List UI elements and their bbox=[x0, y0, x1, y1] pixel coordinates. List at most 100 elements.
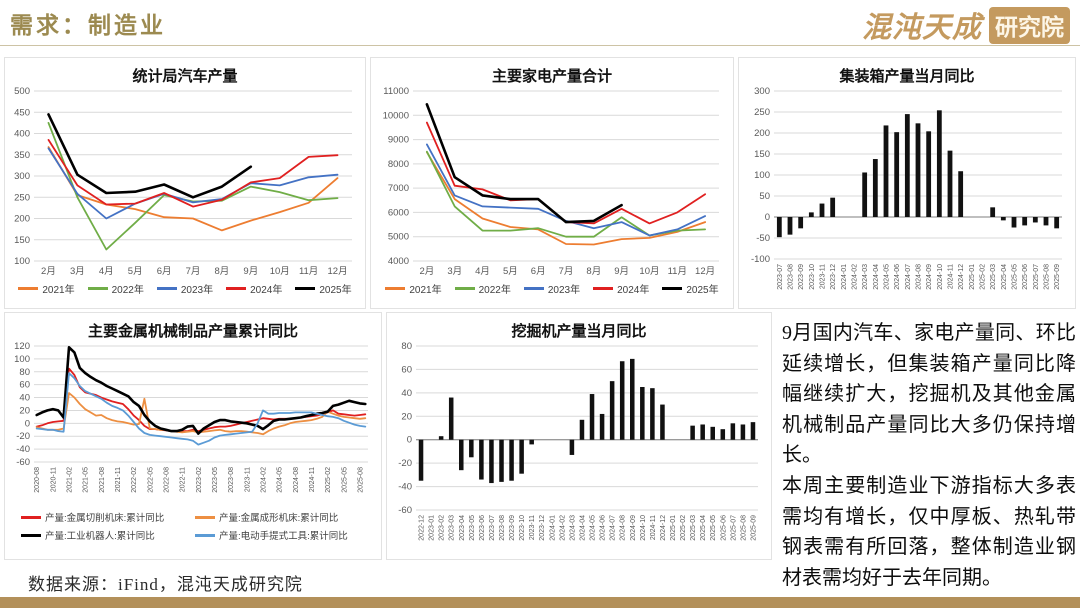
svg-text:2024-03: 2024-03 bbox=[862, 264, 869, 290]
svg-text:12月: 12月 bbox=[695, 266, 715, 277]
svg-text:200: 200 bbox=[14, 214, 30, 225]
svg-text:10月: 10月 bbox=[270, 266, 290, 277]
svg-text:12月: 12月 bbox=[328, 266, 348, 277]
svg-text:6000: 6000 bbox=[388, 207, 409, 218]
auto-production-chart-canvas: 100 150 200 250 300 350 400 450 500 2月 3月 4月 5月 6月 7月 8… bbox=[14, 86, 352, 277]
svg-text:2024-05: 2024-05 bbox=[884, 264, 891, 290]
svg-text:8月: 8月 bbox=[586, 266, 601, 277]
svg-text:40: 40 bbox=[401, 388, 412, 399]
svg-text:2023-11: 2023-11 bbox=[244, 467, 251, 492]
page-title: 需求：制造业 bbox=[10, 13, 166, 38]
legend-swatch bbox=[195, 515, 215, 519]
svg-text:2025-07: 2025-07 bbox=[730, 515, 737, 541]
svg-text:2025-08: 2025-08 bbox=[1044, 264, 1051, 290]
svg-text:-40: -40 bbox=[398, 482, 412, 493]
svg-text:2023-07: 2023-07 bbox=[489, 515, 496, 541]
svg-text:100: 100 bbox=[14, 256, 30, 267]
svg-text:2023-02: 2023-02 bbox=[196, 467, 203, 493]
legend-label: 2022年 bbox=[478, 285, 511, 296]
legend-swatch bbox=[21, 515, 41, 519]
svg-text:2024-02: 2024-02 bbox=[260, 467, 267, 493]
svg-text:2024-05: 2024-05 bbox=[590, 515, 597, 541]
svg-text:200: 200 bbox=[754, 128, 770, 139]
chart-panel-appliance-production: 主要家电产量合计 4000 5000 6000 7000 8000 9000 10000 11… bbox=[370, 57, 734, 309]
svg-text:8000: 8000 bbox=[388, 159, 409, 170]
svg-text:2023-12: 2023-12 bbox=[539, 515, 546, 541]
chart-panel-auto-production: 统计局汽车产量 100 150 200 250 300 350 400 450 500 2月 3月 4… bbox=[4, 57, 366, 309]
svg-text:2022-08: 2022-08 bbox=[163, 467, 170, 493]
legend-item: 产量:金属成形机床:累计同比 bbox=[195, 510, 338, 524]
svg-text:2023-08: 2023-08 bbox=[788, 264, 795, 290]
legend-item: 2022年 bbox=[454, 281, 511, 296]
svg-text:2025-03: 2025-03 bbox=[690, 515, 697, 541]
svg-text:2023-07: 2023-07 bbox=[777, 264, 784, 290]
svg-text:2022-11: 2022-11 bbox=[180, 467, 187, 492]
commentary-paragraph: 本周主要制造业下游指标大多表需均有增长，仅中厚板、热轧带钢表需有所回落，整体制造… bbox=[782, 474, 1076, 589]
svg-text:50: 50 bbox=[759, 191, 770, 202]
legend-label: 2023年 bbox=[180, 285, 214, 296]
company-logo: 混沌天成 研究院 bbox=[862, 4, 1070, 46]
svg-text:11月: 11月 bbox=[299, 266, 318, 277]
legend-item: 2025年 bbox=[295, 281, 352, 296]
legend-item: 2023年 bbox=[156, 281, 214, 296]
legend-label: 产量:电动手提式工具:累计同比 bbox=[219, 531, 348, 542]
footer-gold-bar bbox=[0, 597, 1080, 608]
svg-text:-100: -100 bbox=[751, 254, 770, 265]
svg-text:2025-05: 2025-05 bbox=[1012, 264, 1019, 290]
legend-label: 产量:金属切削机床:累计同比 bbox=[45, 513, 165, 524]
svg-text:2024-10: 2024-10 bbox=[640, 515, 647, 541]
svg-text:2023-09: 2023-09 bbox=[509, 515, 516, 541]
svg-text:0: 0 bbox=[25, 418, 30, 429]
svg-text:2024-10: 2024-10 bbox=[937, 264, 944, 290]
svg-text:20: 20 bbox=[19, 405, 30, 416]
legend-item: 2024年 bbox=[593, 281, 649, 296]
legend-swatch bbox=[87, 287, 108, 290]
svg-text:2024-02: 2024-02 bbox=[559, 515, 566, 541]
logo-text: 混沌天成 bbox=[861, 12, 982, 44]
legend-swatch bbox=[18, 287, 39, 290]
svg-text:2024-04: 2024-04 bbox=[579, 515, 586, 541]
commentary-paragraph: 9月国内汽车、家电产量同、环比延续增长，但集装箱产量同比降幅继续扩大，挖掘机及其… bbox=[782, 322, 1076, 467]
svg-text:2023-11: 2023-11 bbox=[820, 264, 827, 289]
legend-swatch bbox=[385, 287, 406, 290]
chart-panel-excavator-yoy: 挖掘机产量当月同比 -60 -40 -20 0 20 40 60 80 2022-12 2023-… bbox=[386, 312, 772, 560]
chart-legend: 2021年 2022年 2023年 2024年 2025年 bbox=[371, 281, 733, 296]
svg-text:2024-07: 2024-07 bbox=[610, 515, 617, 541]
svg-text:2025-03: 2025-03 bbox=[990, 264, 997, 290]
svg-text:-60: -60 bbox=[398, 505, 412, 516]
svg-text:2023-08: 2023-08 bbox=[499, 515, 506, 541]
svg-text:2023-04: 2023-04 bbox=[459, 515, 466, 541]
svg-text:2025-09: 2025-09 bbox=[1054, 264, 1061, 290]
svg-text:350: 350 bbox=[14, 150, 30, 161]
logo-badge: 研究院 bbox=[989, 6, 1070, 44]
svg-text:0: 0 bbox=[407, 435, 412, 446]
svg-text:2022-12: 2022-12 bbox=[419, 515, 426, 541]
svg-text:2025-09: 2025-09 bbox=[750, 515, 757, 541]
svg-text:2024-07: 2024-07 bbox=[905, 264, 912, 290]
legend-label: 2023年 bbox=[547, 285, 581, 296]
svg-text:2024-09: 2024-09 bbox=[926, 264, 933, 290]
svg-text:2023-08: 2023-08 bbox=[228, 467, 235, 493]
svg-text:120: 120 bbox=[14, 341, 30, 352]
svg-text:2023-02: 2023-02 bbox=[439, 515, 446, 541]
svg-text:2023-01: 2023-01 bbox=[429, 515, 436, 541]
legend-label: 2021年 bbox=[42, 285, 75, 296]
svg-text:7000: 7000 bbox=[388, 183, 409, 194]
svg-text:2023-11: 2023-11 bbox=[529, 515, 536, 540]
svg-text:2024-08: 2024-08 bbox=[620, 515, 627, 541]
svg-text:100: 100 bbox=[754, 170, 770, 181]
svg-text:2025-05: 2025-05 bbox=[710, 515, 717, 541]
svg-text:6月: 6月 bbox=[531, 266, 546, 277]
svg-text:20: 20 bbox=[401, 411, 412, 422]
legend-swatch bbox=[523, 287, 544, 290]
svg-text:2025-05: 2025-05 bbox=[341, 467, 348, 493]
svg-text:2025-04: 2025-04 bbox=[700, 515, 707, 541]
legend-swatch bbox=[195, 533, 215, 537]
svg-text:2023-12: 2023-12 bbox=[830, 264, 837, 290]
chart-panel-metal-machinery-yoy: 主要金属机械制品产量累计同比 -60 -40 -20 0 20 40 60 80 100 120 2… bbox=[4, 312, 382, 560]
svg-text:11月: 11月 bbox=[668, 266, 687, 277]
svg-text:2023-03: 2023-03 bbox=[449, 515, 456, 541]
legend-item: 产量:工业机器人:累计同比 bbox=[21, 528, 155, 542]
